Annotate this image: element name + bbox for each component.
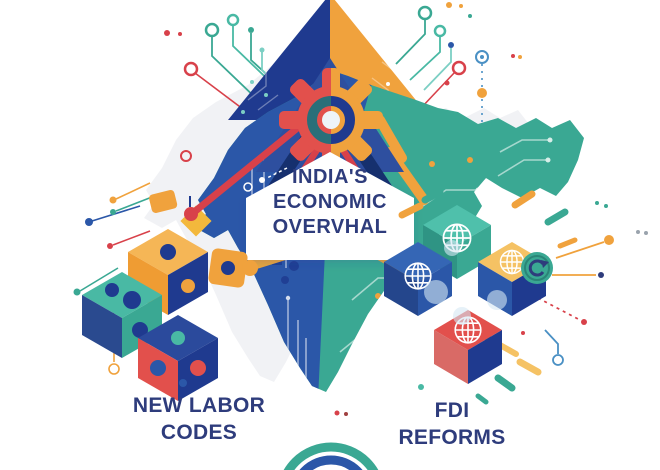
caption-dot-left [179,379,187,387]
poster-title-line-1: INDIA'S [291,166,369,188]
title-banner [246,152,414,260]
caption-new-labor-codes: NEW LABOR CODES [118,392,280,446]
fdi-globe-cubes [384,188,648,405]
gear-icon [279,68,383,172]
puzzle-piece-small [149,189,178,213]
caption-right-line-1: FDI [434,399,470,422]
poster-title: INDIA'S ECONOMIC OVERVHAL [246,165,414,240]
globe-icon [499,249,525,275]
puzzle-cube-teal [82,272,162,358]
poster-title-line-3: OVERVHAL [272,216,388,238]
circuit-decoration-top-right [395,2,522,130]
puzzle-cube-orange [128,229,208,315]
caption-left-line-2: CODES [160,421,238,444]
caption-fdi-reforms: FDI REFORMS [374,397,530,451]
globe-cube-red [434,310,502,384]
puzzle-cube-red [138,315,218,401]
mini-dot [334,410,340,416]
right-cluster-circuits [537,241,605,366]
caption-left-line-1: NEW LABOR [132,394,266,417]
caption-dot-right [418,384,424,390]
bubbles [424,240,507,325]
poster-title-line-2: ECONOMIC [273,191,387,213]
mini-dot [344,412,348,416]
puzzle-piece-orange [208,248,258,288]
labor-codes-puzzle-cubes [73,182,258,401]
concentric-arcs-logo [283,442,379,470]
caption-right-line-2: REFORMS [398,426,506,449]
refresh-badge-icon [521,252,553,284]
